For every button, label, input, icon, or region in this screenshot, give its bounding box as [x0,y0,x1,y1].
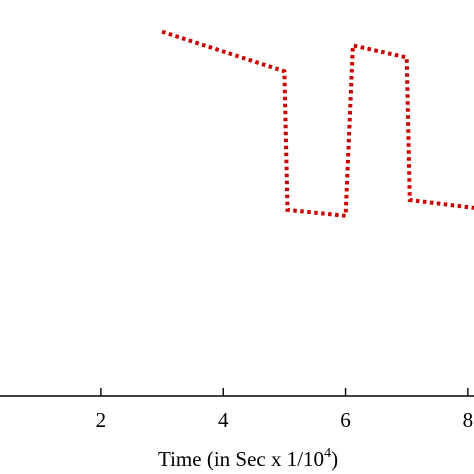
x-tick-label-8: 8 [463,408,474,432]
x-tick-label-6: 6 [340,408,351,432]
x-axis-title: Time (in Sec x 1/104) [158,446,338,471]
x-tick-label-2: 2 [96,408,107,432]
series-line-0 [161,29,474,219]
x-axis-title-superscript: 4 [324,446,331,461]
x-axis-ticks [100,388,469,396]
x-axis-title-main: Time (in Sec x 1/10 [158,447,324,471]
x-axis-tick-labels: 2 4 6 8 [96,408,473,432]
series-layer [161,29,474,219]
x-tick-label-4: 4 [218,408,229,432]
x-axis-title-suffix: ) [331,447,338,471]
